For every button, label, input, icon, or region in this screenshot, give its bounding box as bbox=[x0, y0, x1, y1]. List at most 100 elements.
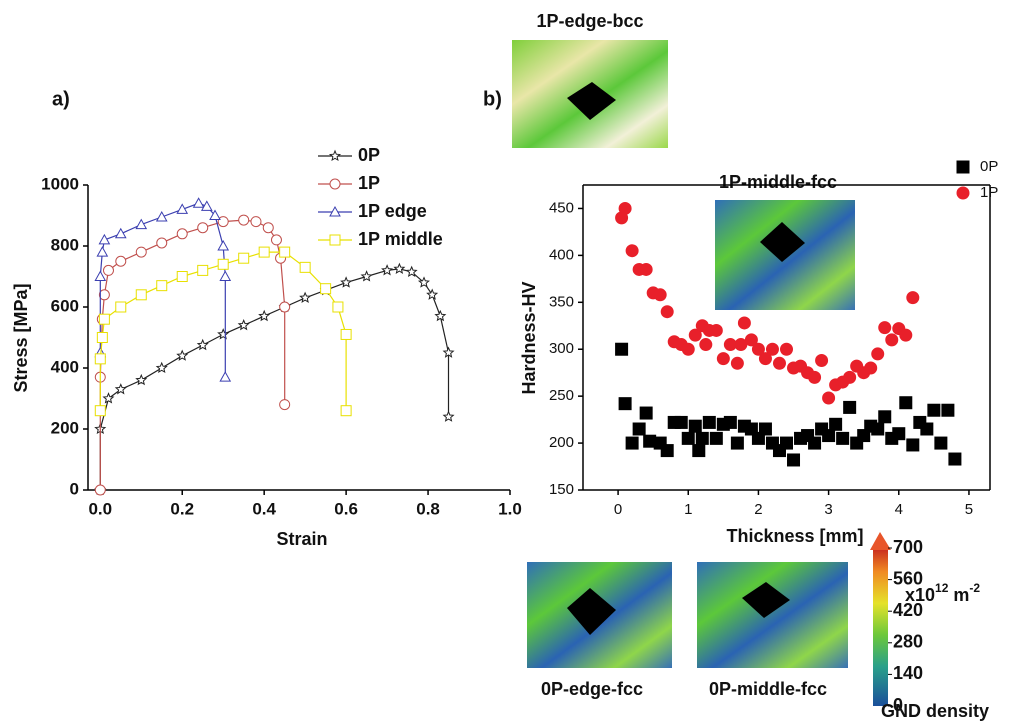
marker bbox=[98, 289, 110, 301]
marker bbox=[737, 316, 751, 330]
y-tick-label: 450 bbox=[549, 199, 574, 216]
marker bbox=[442, 410, 455, 422]
marker bbox=[899, 396, 913, 410]
x-tick-label: 0.4 bbox=[252, 499, 276, 518]
marker bbox=[219, 371, 232, 382]
marker bbox=[426, 288, 439, 300]
marker bbox=[758, 352, 772, 366]
marker bbox=[906, 438, 920, 452]
marker bbox=[730, 436, 744, 450]
marker bbox=[258, 309, 271, 322]
marker bbox=[787, 453, 801, 467]
marker bbox=[688, 328, 702, 342]
marker bbox=[332, 301, 344, 313]
marker bbox=[250, 216, 262, 228]
panel-label: a) bbox=[52, 88, 70, 110]
marker bbox=[192, 197, 205, 208]
marker bbox=[98, 313, 110, 325]
marker bbox=[340, 405, 352, 417]
legend-label: 1P edge bbox=[358, 201, 427, 221]
marker bbox=[114, 227, 127, 239]
marker bbox=[808, 436, 822, 450]
series-line bbox=[99, 268, 450, 490]
marker bbox=[692, 444, 706, 458]
marker bbox=[279, 301, 291, 313]
marker bbox=[329, 205, 341, 217]
marker bbox=[934, 436, 948, 450]
marker bbox=[709, 431, 723, 445]
marker bbox=[758, 422, 772, 436]
marker bbox=[115, 255, 127, 267]
marker bbox=[176, 228, 188, 240]
marker bbox=[340, 276, 353, 288]
marker bbox=[197, 264, 209, 276]
x-tick-label: 0.6 bbox=[334, 499, 358, 518]
colorbar-tick-label: 560 bbox=[893, 568, 923, 588]
unit-part: m bbox=[948, 585, 969, 605]
marker bbox=[96, 332, 108, 343]
y-tick-label: 200 bbox=[549, 434, 574, 451]
marker bbox=[871, 422, 885, 436]
legend-label: 1P bbox=[358, 173, 380, 193]
unit-part: 12 bbox=[935, 581, 949, 595]
marker bbox=[927, 403, 941, 417]
marker bbox=[94, 484, 106, 496]
marker bbox=[360, 270, 373, 282]
marker bbox=[674, 415, 688, 429]
marker bbox=[716, 352, 730, 366]
legend-label: 1P middle bbox=[358, 229, 443, 249]
colorbar-tick-label: 420 bbox=[893, 600, 923, 620]
marker bbox=[299, 261, 311, 273]
ebsd-map-0p-edge bbox=[527, 562, 672, 668]
x-tick-label: 0.8 bbox=[416, 499, 440, 518]
marker bbox=[906, 291, 920, 305]
legend-label: 1P bbox=[980, 184, 998, 201]
y-tick-label: 250 bbox=[549, 387, 574, 404]
marker bbox=[751, 342, 765, 356]
marker bbox=[176, 271, 188, 282]
colorbar-title: GND density bbox=[881, 701, 989, 721]
marker bbox=[156, 237, 168, 249]
marker bbox=[688, 419, 702, 433]
x-tick-label: 5 bbox=[965, 501, 973, 518]
marker bbox=[258, 246, 270, 258]
marker bbox=[279, 399, 291, 411]
x-tick-label: 0 bbox=[614, 501, 622, 518]
y-tick-label: 150 bbox=[549, 481, 574, 498]
y-tick-label: 350 bbox=[549, 293, 574, 310]
marker bbox=[262, 222, 274, 234]
marker bbox=[625, 244, 639, 258]
marker bbox=[102, 392, 115, 404]
marker bbox=[625, 436, 639, 450]
marker bbox=[340, 328, 352, 340]
marker bbox=[660, 305, 674, 319]
marker bbox=[209, 209, 221, 220]
marker bbox=[843, 400, 857, 414]
marker bbox=[618, 201, 632, 215]
marker bbox=[217, 258, 229, 270]
marker bbox=[328, 149, 342, 162]
x-tick-label: 4 bbox=[895, 501, 903, 518]
marker bbox=[681, 431, 695, 445]
marker bbox=[197, 222, 209, 234]
ebsd-map-1p-middle bbox=[715, 200, 855, 310]
x-tick-label: 1.0 bbox=[498, 499, 522, 518]
marker bbox=[94, 353, 106, 365]
x-tick-label: 0.0 bbox=[88, 499, 112, 518]
marker bbox=[135, 289, 147, 301]
marker bbox=[615, 342, 629, 356]
marker bbox=[135, 218, 148, 230]
y-tick-label: 300 bbox=[549, 340, 574, 357]
marker bbox=[405, 265, 418, 278]
marker bbox=[709, 323, 723, 337]
x-tick-label: 0.2 bbox=[170, 499, 194, 518]
marker bbox=[639, 406, 653, 420]
y-tick-label: 200 bbox=[51, 418, 79, 437]
marker bbox=[920, 422, 934, 436]
marker bbox=[941, 403, 955, 417]
x-tick-label: 2 bbox=[754, 501, 762, 518]
unit-part: x10 bbox=[905, 585, 935, 605]
x-axis-label: Thickness [mm] bbox=[726, 526, 863, 546]
y-tick-label: 400 bbox=[51, 357, 79, 376]
